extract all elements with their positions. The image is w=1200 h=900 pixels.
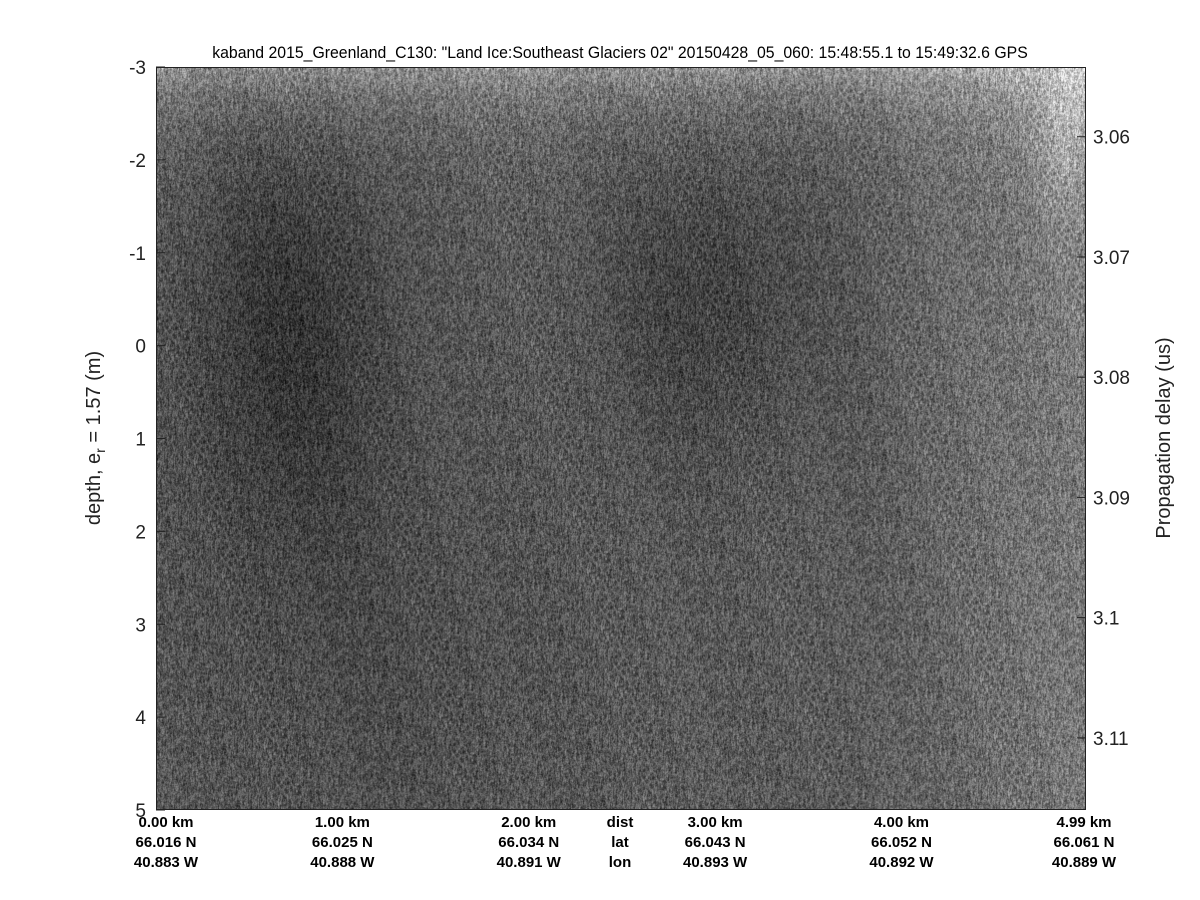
x-lon-label: 40.889 W — [1051, 854, 1117, 871]
x-dist-label: 1.00 km — [314, 814, 370, 831]
right-axis-label: Propagation delay (us) — [1153, 337, 1175, 538]
x-lat-label: 66.052 N — [871, 834, 932, 851]
x-row-lat-header: lat — [611, 834, 629, 851]
right-tick-label: 3.11 — [1093, 729, 1129, 750]
x-row-lon-header: lon — [608, 854, 632, 871]
x-lon-label: 40.893 W — [683, 854, 748, 871]
x-lat-label: 66.016 N — [135, 834, 197, 851]
right-tick-label: 3.06 — [1093, 128, 1130, 149]
x-lat-label: 66.034 N — [498, 834, 560, 851]
x-lon-label: 40.891 W — [496, 854, 561, 871]
echogram-image — [156, 67, 1086, 810]
x-dist-label: 4.99 km — [1056, 814, 1112, 831]
x-dist-label: 4.00 km — [873, 814, 930, 831]
x-lon-label: 40.883 W — [133, 854, 199, 871]
x-lon-label: 40.888 W — [310, 854, 375, 871]
left-tick-label: -1 — [129, 244, 146, 265]
x-dist-label: 3.00 km — [687, 814, 743, 831]
left-tick-label: 0 — [135, 337, 146, 358]
x-lon-label: 40.892 W — [869, 854, 934, 871]
left-tick-label: 4 — [135, 708, 146, 729]
left-axis-label: depth, er = 1.57 (m) — [83, 351, 108, 525]
left-tick-label: 3 — [135, 615, 146, 636]
left-tick-label: 2 — [135, 522, 146, 543]
chart-title: kaband 2015_Greenland_C130: "Land Ice:So… — [212, 43, 1028, 62]
right-tick-label: 3.1 — [1093, 609, 1119, 630]
left-tick-label: 1 — [135, 430, 146, 451]
right-tick-label: 3.08 — [1093, 368, 1130, 389]
x-dist-label: 2.00 km — [501, 814, 557, 831]
right-tick-label: 3.09 — [1093, 488, 1130, 509]
x-row-dist-header: dist — [606, 814, 634, 831]
x-lat-label: 66.025 N — [311, 834, 373, 851]
right-tick-label: 3.07 — [1093, 248, 1130, 269]
x-lat-label: 66.043 N — [684, 834, 746, 851]
left-tick-label: -2 — [129, 151, 146, 172]
echogram-canvas — [157, 68, 1085, 809]
x-lat-label: 66.061 N — [1053, 834, 1115, 851]
x-dist-label: 0.00 km — [138, 814, 194, 831]
